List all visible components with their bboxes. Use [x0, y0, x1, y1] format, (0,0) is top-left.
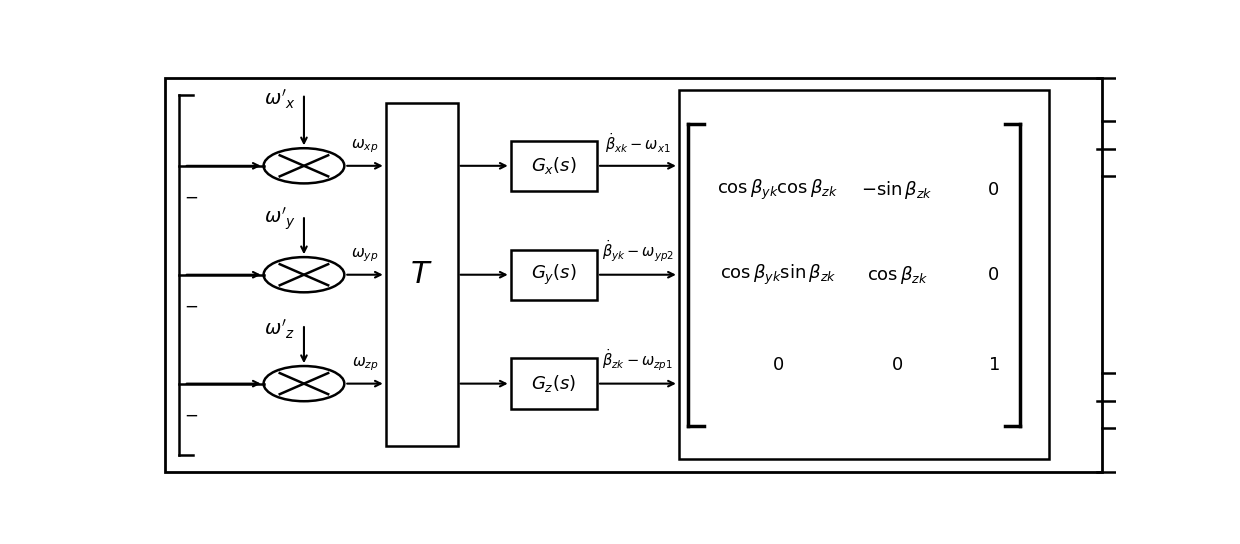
Text: $T$: $T$ — [410, 260, 433, 289]
Text: $\omega'_y$: $\omega'_y$ — [264, 206, 296, 232]
Text: $\omega'_z$: $\omega'_z$ — [264, 318, 295, 341]
FancyBboxPatch shape — [386, 103, 458, 447]
Text: $1$: $1$ — [987, 356, 999, 374]
Text: $0$: $0$ — [771, 356, 784, 374]
Text: $G_y(s)$: $G_y(s)$ — [531, 263, 577, 287]
FancyBboxPatch shape — [165, 78, 1101, 472]
Text: $0$: $0$ — [892, 356, 903, 374]
Text: $\cos\beta_{yk}\sin\beta_{zk}$: $\cos\beta_{yk}\sin\beta_{zk}$ — [719, 263, 836, 287]
Text: $-$: $-$ — [184, 405, 198, 423]
Text: $-$: $-$ — [184, 188, 198, 206]
Text: $G_x(s)$: $G_x(s)$ — [531, 155, 577, 176]
FancyBboxPatch shape — [511, 358, 596, 409]
FancyBboxPatch shape — [511, 250, 596, 300]
Text: $\omega'_x$: $\omega'_x$ — [264, 87, 296, 110]
Text: $\dot{\beta}_{xk}-\omega_{x1}$: $\dot{\beta}_{xk}-\omega_{x1}$ — [605, 132, 671, 156]
FancyBboxPatch shape — [678, 90, 1049, 459]
Text: $\omega_{yp}$: $\omega_{yp}$ — [351, 246, 378, 264]
Text: $-\sin\beta_{zk}$: $-\sin\beta_{zk}$ — [862, 180, 932, 201]
Text: $\omega_{zp}$: $\omega_{zp}$ — [352, 356, 378, 373]
FancyBboxPatch shape — [511, 141, 596, 191]
Text: $G_z(s)$: $G_z(s)$ — [532, 373, 577, 394]
Text: $\dot{\beta}_{yk}-\omega_{yp2}$: $\dot{\beta}_{yk}-\omega_{yp2}$ — [601, 239, 675, 264]
Text: $\omega_{xp}$: $\omega_{xp}$ — [351, 138, 378, 156]
Text: $-$: $-$ — [184, 296, 198, 314]
Text: $\cos\beta_{zk}$: $\cos\beta_{zk}$ — [867, 264, 928, 286]
Text: $0$: $0$ — [987, 265, 999, 284]
Text: $\cos\beta_{yk}\cos\beta_{zk}$: $\cos\beta_{yk}\cos\beta_{zk}$ — [718, 178, 838, 202]
Text: $\dot{\beta}_{zk}-\omega_{zp1}$: $\dot{\beta}_{zk}-\omega_{zp1}$ — [603, 348, 673, 373]
Text: $0$: $0$ — [987, 181, 999, 199]
